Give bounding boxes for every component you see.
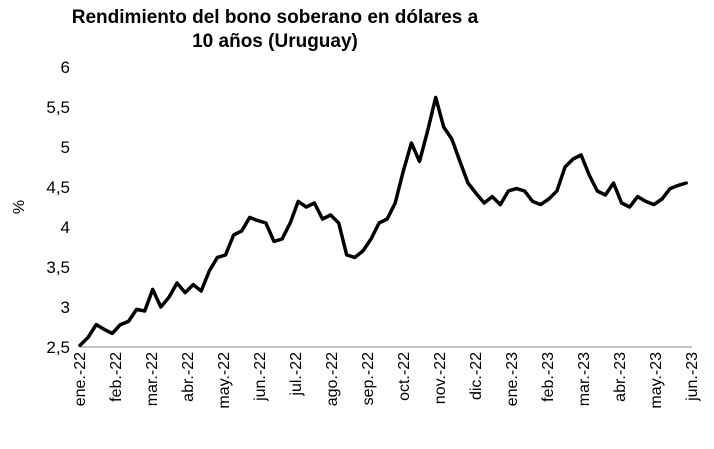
chart-title: Rendimiento del bono soberano en dólares… [71,7,479,52]
x-tick-label: jun.-23 [684,352,701,402]
x-tick-label: dic.-22 [468,352,485,400]
y-tick-label: 4 [61,218,70,237]
x-tick-label: feb.-22 [108,352,125,402]
x-tick-label: oct.-22 [396,352,413,401]
y-tick-labels: 2,5 3 3,5 4 4,5 5 5,5 6 [46,58,70,357]
x-tick-label: abr.-22 [180,352,197,402]
y-axis-label: % [11,200,28,214]
x-tick-label: feb.-23 [540,352,557,402]
x-tick-label: may.-22 [216,352,233,409]
y-tick-label: 6 [61,58,70,77]
x-tick-label: abr.-23 [612,352,629,402]
x-tick-label: may.-23 [648,352,665,409]
x-tick-label: jun.-22 [252,352,269,402]
y-tick-label: 4,5 [46,178,70,197]
x-tick-label: ago.-22 [324,352,341,406]
x-tick-label: mar.-22 [144,352,161,406]
y-tick-label: 5 [61,138,70,157]
y-tick-label: 3,5 [46,258,70,277]
x-tick-label: nov.-22 [432,352,449,404]
x-tick-label: ene.-23 [504,352,521,406]
x-tick-label: mar.-23 [576,352,593,406]
yield-series-line [78,95,688,348]
x-tick-label: sep.-22 [360,352,377,405]
x-tick-labels: ene.-22 feb.-22 mar.-22 abr.-22 may.-22 jun.-… [72,352,701,409]
y-tick-label: 3 [61,298,70,317]
x-tick-label: jul.-22 [288,352,305,397]
y-tick-label: 2,5 [46,338,70,357]
y-tick-label: 5,5 [46,98,70,117]
x-tick-label: ene.-22 [72,352,89,406]
